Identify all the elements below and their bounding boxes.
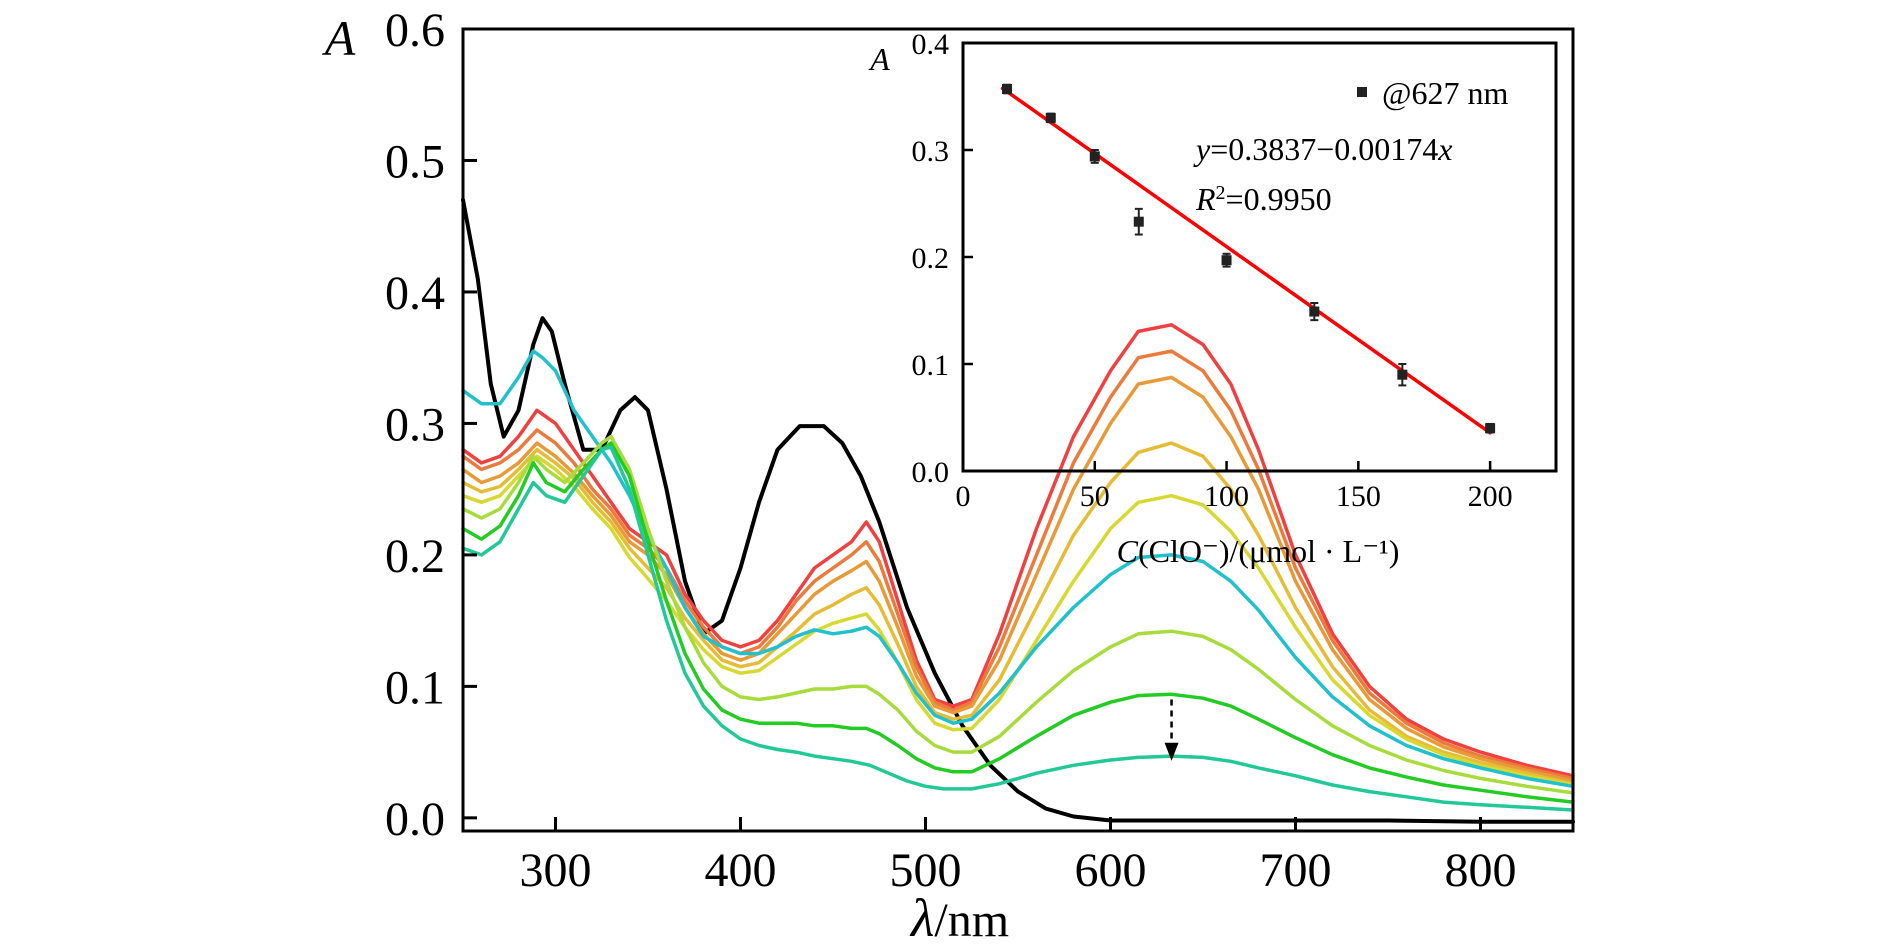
inset-legend-label: @627 nm	[1382, 75, 1508, 111]
main-series-line-1	[461, 323, 1575, 778]
inset-fit-group	[1000, 86, 1492, 435]
inset-chart: 0 50 100 150 200 0.0 0.1 0.2 0.3 0.4 A C(ClO⁻)/(μ…	[868, 28, 1558, 569]
main-x-tick-label-0: 300	[520, 844, 592, 897]
inset-plot-frame	[961, 41, 1558, 473]
main-chart: 300 400 500 600 700 8000.00.10.20.30.40.50.6 …	[322, 4, 1575, 945]
main-series-line-6	[461, 349, 1575, 789]
inset-equation-var: x	[1437, 131, 1452, 167]
inset-point-3	[1133, 216, 1144, 227]
main-y-tick-label-2: 0.2	[385, 530, 445, 583]
inset-point-4	[1221, 255, 1232, 266]
main-x-axis-symbol: λ	[909, 888, 934, 945]
main-annotation	[1164, 699, 1179, 761]
inset-y-tick-label-2: 0.2	[912, 242, 950, 275]
inset-x-tick-label-4: 200	[1468, 480, 1513, 513]
inset-y-tick-label-0: 0.0	[912, 456, 950, 489]
inset-point-7	[1485, 423, 1496, 434]
main-x-tick-label-3: 600	[1075, 844, 1147, 897]
inset-x-tick-label-1: 50	[1080, 480, 1110, 513]
inset-legend-marker	[1357, 87, 1367, 97]
main-series-line-4	[461, 441, 1575, 786]
main-y-tick-label-6: 0.6	[385, 4, 445, 57]
inset-y-axis-title: A	[868, 41, 890, 77]
main-series-line-3	[461, 375, 1575, 783]
inset-x-axis-symbol: C	[1117, 533, 1139, 569]
main-series-line-9	[461, 445, 1575, 812]
main-series-line-2	[461, 349, 1575, 781]
main-x-tick-label-1: 400	[705, 844, 777, 897]
inset-fit-r2: R2=0.9950	[1195, 181, 1332, 217]
main-y-tick-label-1: 0.1	[385, 661, 445, 714]
main-x-tick-label-4: 700	[1260, 844, 1332, 897]
inset-x-axis-title: C(ClO⁻)/(μmol · L⁻¹)	[1117, 533, 1400, 569]
inset-r2-symbol: R	[1195, 181, 1216, 217]
main-y-tick-label-0: 0.0	[385, 793, 445, 846]
inset-point-0	[1002, 84, 1013, 95]
main-y-tick-label-3: 0.3	[385, 398, 445, 451]
inset-fit-line	[1000, 86, 1492, 435]
main-series-line-5	[461, 454, 1575, 787]
main-y-tick-label-4: 0.4	[385, 267, 445, 320]
inset-y-tick-label-4: 0.4	[912, 28, 950, 61]
inset-point-5	[1309, 306, 1320, 317]
inset-equation-rest: =0.3837−0.00174	[1210, 131, 1438, 167]
inset-y-tick-label-1: 0.1	[912, 349, 950, 382]
inset-points-group	[1002, 83, 1496, 434]
inset-point-6	[1397, 369, 1408, 380]
inset-x-axis-rest: (ClO⁻)/(μmol · L⁻¹)	[1138, 533, 1399, 569]
inset-point-1	[1045, 112, 1056, 123]
main-x-tick-label-5: 800	[1445, 844, 1517, 897]
main-y-tick-label-5: 0.5	[385, 135, 445, 188]
main-arrow-head	[1164, 742, 1179, 761]
main-plot-frame	[461, 27, 1575, 833]
inset-x-tick-label-2: 100	[1204, 480, 1249, 513]
main-x-axis-unit: /nm	[934, 894, 1009, 945]
main-series-line-7	[461, 434, 1575, 795]
inset-y-tick-label-3: 0.3	[912, 135, 950, 168]
main-y-axis-title: A	[322, 10, 356, 66]
inset-x-tick-label-3: 150	[1336, 480, 1381, 513]
inset-fit-equation: y=0.3837−0.00174x	[1193, 131, 1453, 167]
main-series-group	[461, 197, 1575, 824]
inset-legend: @627 nm	[1357, 75, 1508, 111]
main-x-tick-label-2: 500	[890, 844, 962, 897]
inset-equation-symbol: y	[1193, 131, 1211, 167]
main-series-line-0	[461, 197, 1575, 824]
main-x-axis-title: λ/nm	[909, 888, 1009, 945]
inset-x-tick-label-0: 0	[956, 480, 971, 513]
inset-r2-sup: 2	[1216, 182, 1226, 204]
inset-r2-rest: =0.9950	[1226, 181, 1332, 217]
inset-point-2	[1089, 151, 1100, 162]
